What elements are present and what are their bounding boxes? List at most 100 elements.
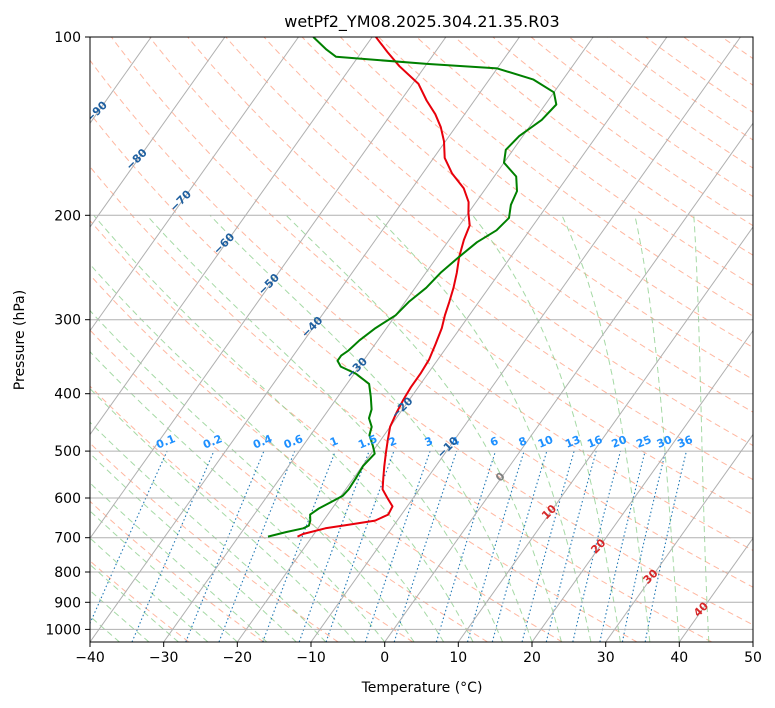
moist-adiabat bbox=[93, 214, 474, 642]
x-tick-label: 10 bbox=[449, 650, 467, 666]
dry-adiabat bbox=[110, 37, 753, 551]
mixing-ratio-label: 16 bbox=[585, 433, 604, 451]
chart-title: wetPf2_YM08.2025.304.21.35.R03 bbox=[284, 12, 559, 32]
mixing-ratio-line bbox=[218, 450, 296, 642]
isotherm bbox=[0, 37, 4, 642]
mixing-ratio-line bbox=[298, 450, 370, 642]
moist-adiabat bbox=[90, 563, 179, 642]
x-tick-label: 0 bbox=[380, 650, 389, 666]
dry-adiabat bbox=[187, 37, 753, 481]
moist-adiabat bbox=[285, 214, 562, 642]
moist-adiabat bbox=[90, 309, 415, 642]
pressure-gridlines bbox=[90, 37, 753, 630]
y-tick-label: 600 bbox=[54, 491, 81, 507]
dry-adiabat bbox=[721, 37, 753, 60]
dry-adiabat bbox=[90, 385, 414, 642]
moist-adiabat bbox=[90, 589, 150, 642]
moist-adiabat bbox=[90, 387, 356, 642]
isotherm bbox=[236, 37, 668, 642]
moist-adiabat bbox=[90, 351, 386, 642]
mixing-ratio-label: 0.1 bbox=[154, 432, 177, 451]
mixing-ratio-line bbox=[131, 450, 215, 642]
y-tick-label: 400 bbox=[54, 387, 81, 403]
isotherm-label: −70 bbox=[167, 187, 194, 214]
mixing-ratio-line bbox=[364, 450, 431, 642]
isotherm-label: −100 bbox=[38, 52, 70, 84]
moist-adiabat bbox=[90, 263, 445, 642]
x-tick-label: 40 bbox=[670, 650, 688, 666]
isotherm bbox=[457, 226, 753, 642]
x-tick-label: 50 bbox=[744, 650, 762, 666]
isotherm-label: −90 bbox=[83, 98, 110, 125]
moist-adiabat bbox=[90, 452, 297, 642]
mixing-ratio-label: 1 bbox=[328, 434, 340, 449]
moist-adiabat bbox=[146, 214, 503, 642]
mixing-ratio-line bbox=[466, 450, 525, 642]
x-axis-label: Temperature (°C) bbox=[361, 680, 483, 696]
dry-adiabat bbox=[90, 329, 488, 642]
isotherm-label: −30 bbox=[343, 355, 370, 382]
dry-adiabat bbox=[378, 37, 753, 317]
y-tick-label: 700 bbox=[54, 531, 81, 547]
x-tick-label: −40 bbox=[75, 650, 105, 666]
mixing-ratio-line bbox=[90, 450, 168, 625]
isotherms bbox=[0, 37, 753, 642]
mixing-ratio-line bbox=[521, 450, 575, 642]
x-tick-label: −30 bbox=[149, 650, 179, 666]
moist-adiabat bbox=[693, 215, 710, 642]
mixing-ratio-line bbox=[572, 450, 622, 642]
isotherm-label: 30 bbox=[641, 566, 661, 586]
mixing-ratio-line bbox=[435, 450, 497, 642]
moist-adiabat bbox=[634, 215, 680, 642]
isotherm bbox=[90, 37, 226, 228]
y-axis-label: Pressure (hPa) bbox=[12, 290, 28, 390]
y-tick-label: 900 bbox=[54, 595, 81, 611]
isotherm-label: 20 bbox=[588, 536, 608, 556]
mixing-ratio-label: 2 bbox=[387, 434, 399, 449]
dry-adiabat bbox=[416, 37, 753, 286]
isotherm-label: −80 bbox=[123, 146, 150, 173]
isotherm-label: −50 bbox=[256, 271, 283, 298]
dry-adiabat bbox=[149, 37, 753, 516]
dry-adiabat bbox=[90, 166, 712, 642]
moist-adiabat bbox=[90, 510, 238, 642]
isotherm bbox=[384, 122, 753, 642]
moist-adiabats bbox=[90, 214, 710, 642]
temperature-profile bbox=[297, 37, 471, 538]
mixing-ratio-label: 13 bbox=[563, 433, 582, 451]
mixing-ratio-label: 0.2 bbox=[201, 432, 224, 451]
plot-area: 0.1 0.2 0.4 0.6 1 1.5 2 3 4 6 8 10 13 16 20 25 30 36−100−… bbox=[0, 37, 775, 642]
mixing-ratio-label: 20 bbox=[610, 433, 629, 451]
mixing-ratio-label: 6 bbox=[488, 434, 500, 449]
mixing-ratio-label: 1.5 bbox=[356, 432, 379, 451]
dewpoint-profile bbox=[267, 37, 558, 538]
mixing-ratio-line bbox=[491, 450, 548, 642]
mixing-ratio-line bbox=[599, 450, 646, 642]
isotherm-label: −60 bbox=[211, 230, 238, 257]
mixing-ratio-label: 0.4 bbox=[251, 432, 274, 451]
plot-frame bbox=[89, 36, 754, 643]
dry-adiabat bbox=[90, 500, 264, 642]
x-tick-label: 20 bbox=[523, 650, 541, 666]
dry-adiabat bbox=[90, 59, 753, 588]
x-tick-label: 30 bbox=[597, 650, 615, 666]
x-tick-label: −20 bbox=[223, 650, 253, 666]
mixing-ratio-label: 25 bbox=[634, 433, 653, 451]
dry-adiabat bbox=[90, 442, 339, 642]
moist-adiabat bbox=[472, 214, 621, 642]
dry-adiabat bbox=[90, 274, 563, 642]
sounding-profiles bbox=[267, 37, 558, 538]
isotherm bbox=[605, 433, 753, 642]
dry-adiabat bbox=[645, 37, 753, 113]
mixing-ratio-line bbox=[644, 450, 687, 642]
dry-adiabat bbox=[760, 37, 775, 642]
mixing-ratio-label: 3 bbox=[423, 434, 435, 449]
y-axis: 100 200 300 400 500 600 700 800 900 1000 bbox=[45, 30, 90, 638]
dry-adiabat bbox=[530, 37, 753, 198]
dry-adiabat bbox=[492, 37, 753, 227]
isotherm bbox=[310, 37, 741, 642]
mixing-ratio-label: 10 bbox=[536, 433, 555, 451]
dry-adiabat bbox=[90, 219, 638, 642]
isotherm-label: −40 bbox=[299, 314, 326, 341]
